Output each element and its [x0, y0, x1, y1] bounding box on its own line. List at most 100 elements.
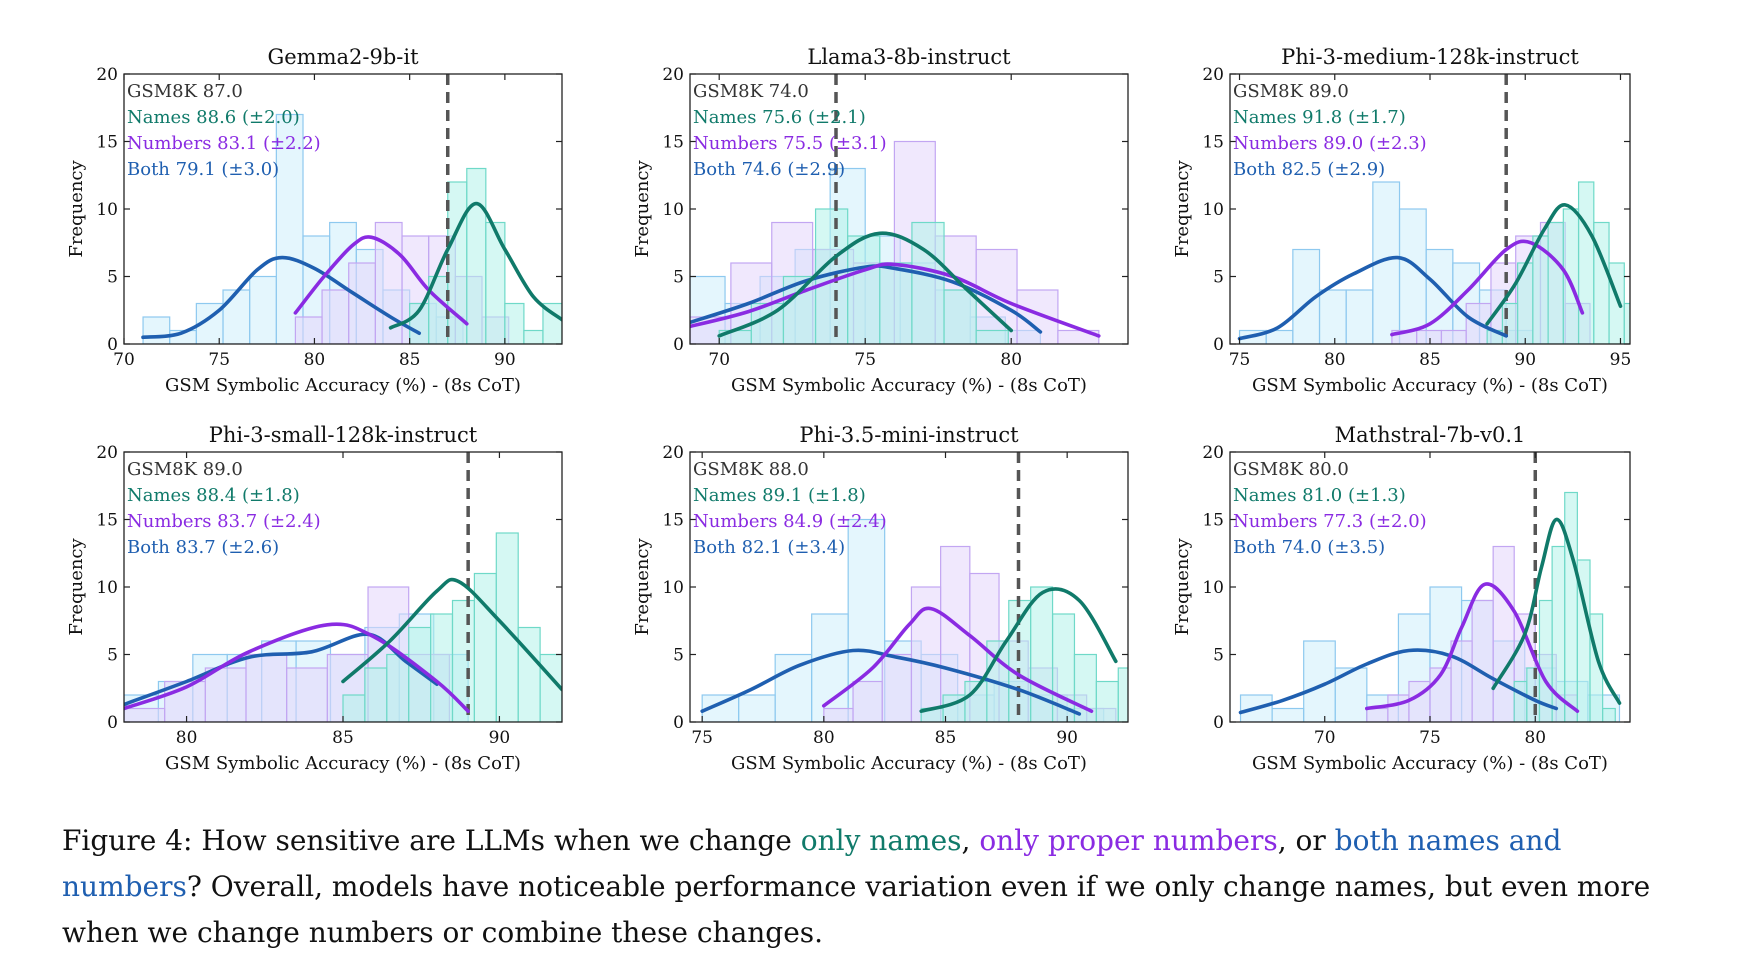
- x-tick-label: 80: [813, 728, 835, 748]
- hist-bar-names: [879, 262, 913, 344]
- caption-names: only names: [800, 824, 962, 857]
- hist-bar-names: [386, 653, 410, 722]
- y-tick-label: 20: [96, 65, 118, 85]
- hist-bar-names: [517, 626, 541, 722]
- legend-both: Both 74.0 (±3.5): [1233, 537, 1385, 558]
- y-tick-label: 10: [1202, 200, 1224, 220]
- figure-caption: Figure 4: How sensitive are LLMs when we…: [62, 818, 1662, 956]
- hist-bar-names: [504, 302, 525, 344]
- hist-bar-names: [1526, 667, 1541, 722]
- x-tick-label: 95: [1610, 350, 1632, 370]
- curve-names: [1491, 517, 1622, 705]
- x-axis-label: GSM Symbolic Accuracy (%) - (8s CoT): [731, 375, 1087, 396]
- hist-bar-names: [542, 302, 562, 344]
- figure: 70 75 80 85 90 0 5 10 15 20 Gemma2-9b-it GSM Symbol…: [66, 45, 1632, 774]
- x-tick-label: 70: [1314, 728, 1336, 748]
- legend-gsm8k: GSM8K 74.0: [693, 81, 809, 102]
- curve-names: [919, 587, 1118, 713]
- hist-bar-names: [628, 695, 650, 722]
- y-tick-label: 20: [662, 65, 684, 85]
- y-tick-label: 0: [107, 713, 118, 733]
- plot-area: [124, 452, 650, 723]
- x-tick-label: 70: [113, 350, 135, 370]
- y-tick-label: 15: [96, 133, 118, 153]
- hist-bar-numbers: [294, 316, 323, 344]
- y-tick-label: 5: [1213, 268, 1224, 288]
- chart-title: Gemma2-9b-it: [267, 45, 419, 69]
- caption-sep-1: ,: [961, 824, 980, 857]
- y-tick-label: 0: [673, 335, 684, 355]
- legend-gsm8k: GSM8K 89.0: [127, 459, 243, 480]
- chart-title: Phi-3-medium-128k-instruct: [1281, 45, 1579, 69]
- x-tick-label: 80: [1324, 350, 1346, 370]
- hist-bar-names: [1623, 302, 1630, 344]
- hist-bar-names: [1577, 181, 1595, 344]
- curve-numbers: [822, 606, 1094, 713]
- chart-panel-4: 80 85 90 0 5 10 15 20 Phi-3-small-128k-instruct G…: [66, 423, 650, 774]
- legend-names: Names 75.6 (±2.1): [693, 107, 866, 128]
- hist-bar-names: [485, 221, 506, 344]
- hist-bar-numbers: [881, 653, 913, 722]
- x-tick-label: 90: [1056, 728, 1078, 748]
- y-tick-label: 10: [96, 200, 118, 220]
- y-tick-label: 15: [96, 511, 118, 531]
- y-tick-label: 15: [662, 511, 684, 531]
- hist-bar-both: [1398, 208, 1427, 344]
- y-tick-label: 0: [1213, 335, 1224, 355]
- hist-bar-names: [606, 641, 628, 722]
- hist-bar-names: [847, 235, 881, 344]
- plot-area: [1238, 452, 1622, 722]
- plot-area: [700, 452, 1128, 722]
- legend-both: Both 83.7 (±2.6): [127, 537, 279, 558]
- y-tick-label: 10: [662, 200, 684, 220]
- y-tick-label: 5: [1213, 646, 1224, 666]
- hist-bar-names: [584, 682, 606, 723]
- y-tick-label: 10: [96, 578, 118, 598]
- x-tick-label: 75: [208, 350, 230, 370]
- hist-bar-names: [364, 667, 388, 722]
- legend-gsm8k: GSM8K 80.0: [1233, 459, 1349, 480]
- hist-bar-both: [738, 694, 776, 722]
- legend-gsm8k: GSM8K 88.0: [693, 459, 809, 480]
- plot-area: [690, 74, 1101, 344]
- curve-names: [1485, 203, 1623, 326]
- x-tick-label: 85: [935, 728, 957, 748]
- hist-bar-names: [1095, 680, 1119, 722]
- x-tick-label: 75: [691, 728, 713, 748]
- x-tick-label: 80: [1524, 728, 1546, 748]
- plot-area: [141, 74, 562, 344]
- legend-both: Both 74.6 (±2.9): [693, 159, 845, 180]
- curve-both: [700, 648, 1082, 716]
- x-tick-label: 85: [332, 728, 354, 748]
- curve-both: [141, 255, 421, 340]
- legend-both: Both 82.1 (±3.4): [693, 537, 845, 558]
- y-axis-label: Frequency: [632, 159, 653, 257]
- curve-names: [717, 231, 1013, 338]
- y-tick-label: 5: [107, 268, 118, 288]
- hist-bar-numbers: [124, 707, 166, 722]
- hist-bar-numbers: [286, 667, 328, 722]
- legend-names: Names 88.6 (±2.0): [127, 107, 300, 128]
- x-axis-label: GSM Symbolic Accuracy (%) - (8s CoT): [165, 753, 521, 774]
- x-tick-label: 85: [399, 350, 421, 370]
- caption-both: both names and numbers: [62, 824, 1562, 903]
- hist-bar-names: [561, 694, 562, 722]
- hist-bar-both: [275, 113, 304, 344]
- x-tick-label: 80: [304, 350, 326, 370]
- legend-names: Names 81.0 (±1.3): [1233, 485, 1406, 506]
- y-axis-label: Frequency: [1172, 159, 1193, 257]
- y-axis-label: Frequency: [632, 537, 653, 635]
- hist-bar-names: [1117, 667, 1128, 722]
- hist-bar-names: [1564, 491, 1578, 722]
- curve-both: [1237, 255, 1508, 341]
- plot-area: [1237, 74, 1630, 344]
- chart-panel-3: 75 80 85 90 95 0 5 10 15 20 Phi-3-medium-128k-inst…: [1172, 45, 1632, 396]
- x-axis-label: GSM Symbolic Accuracy (%) - (8s CoT): [731, 753, 1087, 774]
- y-tick-label: 10: [662, 578, 684, 598]
- x-axis-label: GSM Symbolic Accuracy (%) - (8s CoT): [1252, 753, 1608, 774]
- legend-numbers: Numbers 84.9 (±2.4): [693, 511, 887, 532]
- hist-bar-both: [249, 275, 277, 344]
- chart-title: Llama3-8b-instruct: [807, 45, 1011, 69]
- y-tick-label: 10: [1202, 578, 1224, 598]
- hist-bar-both: [1271, 707, 1305, 722]
